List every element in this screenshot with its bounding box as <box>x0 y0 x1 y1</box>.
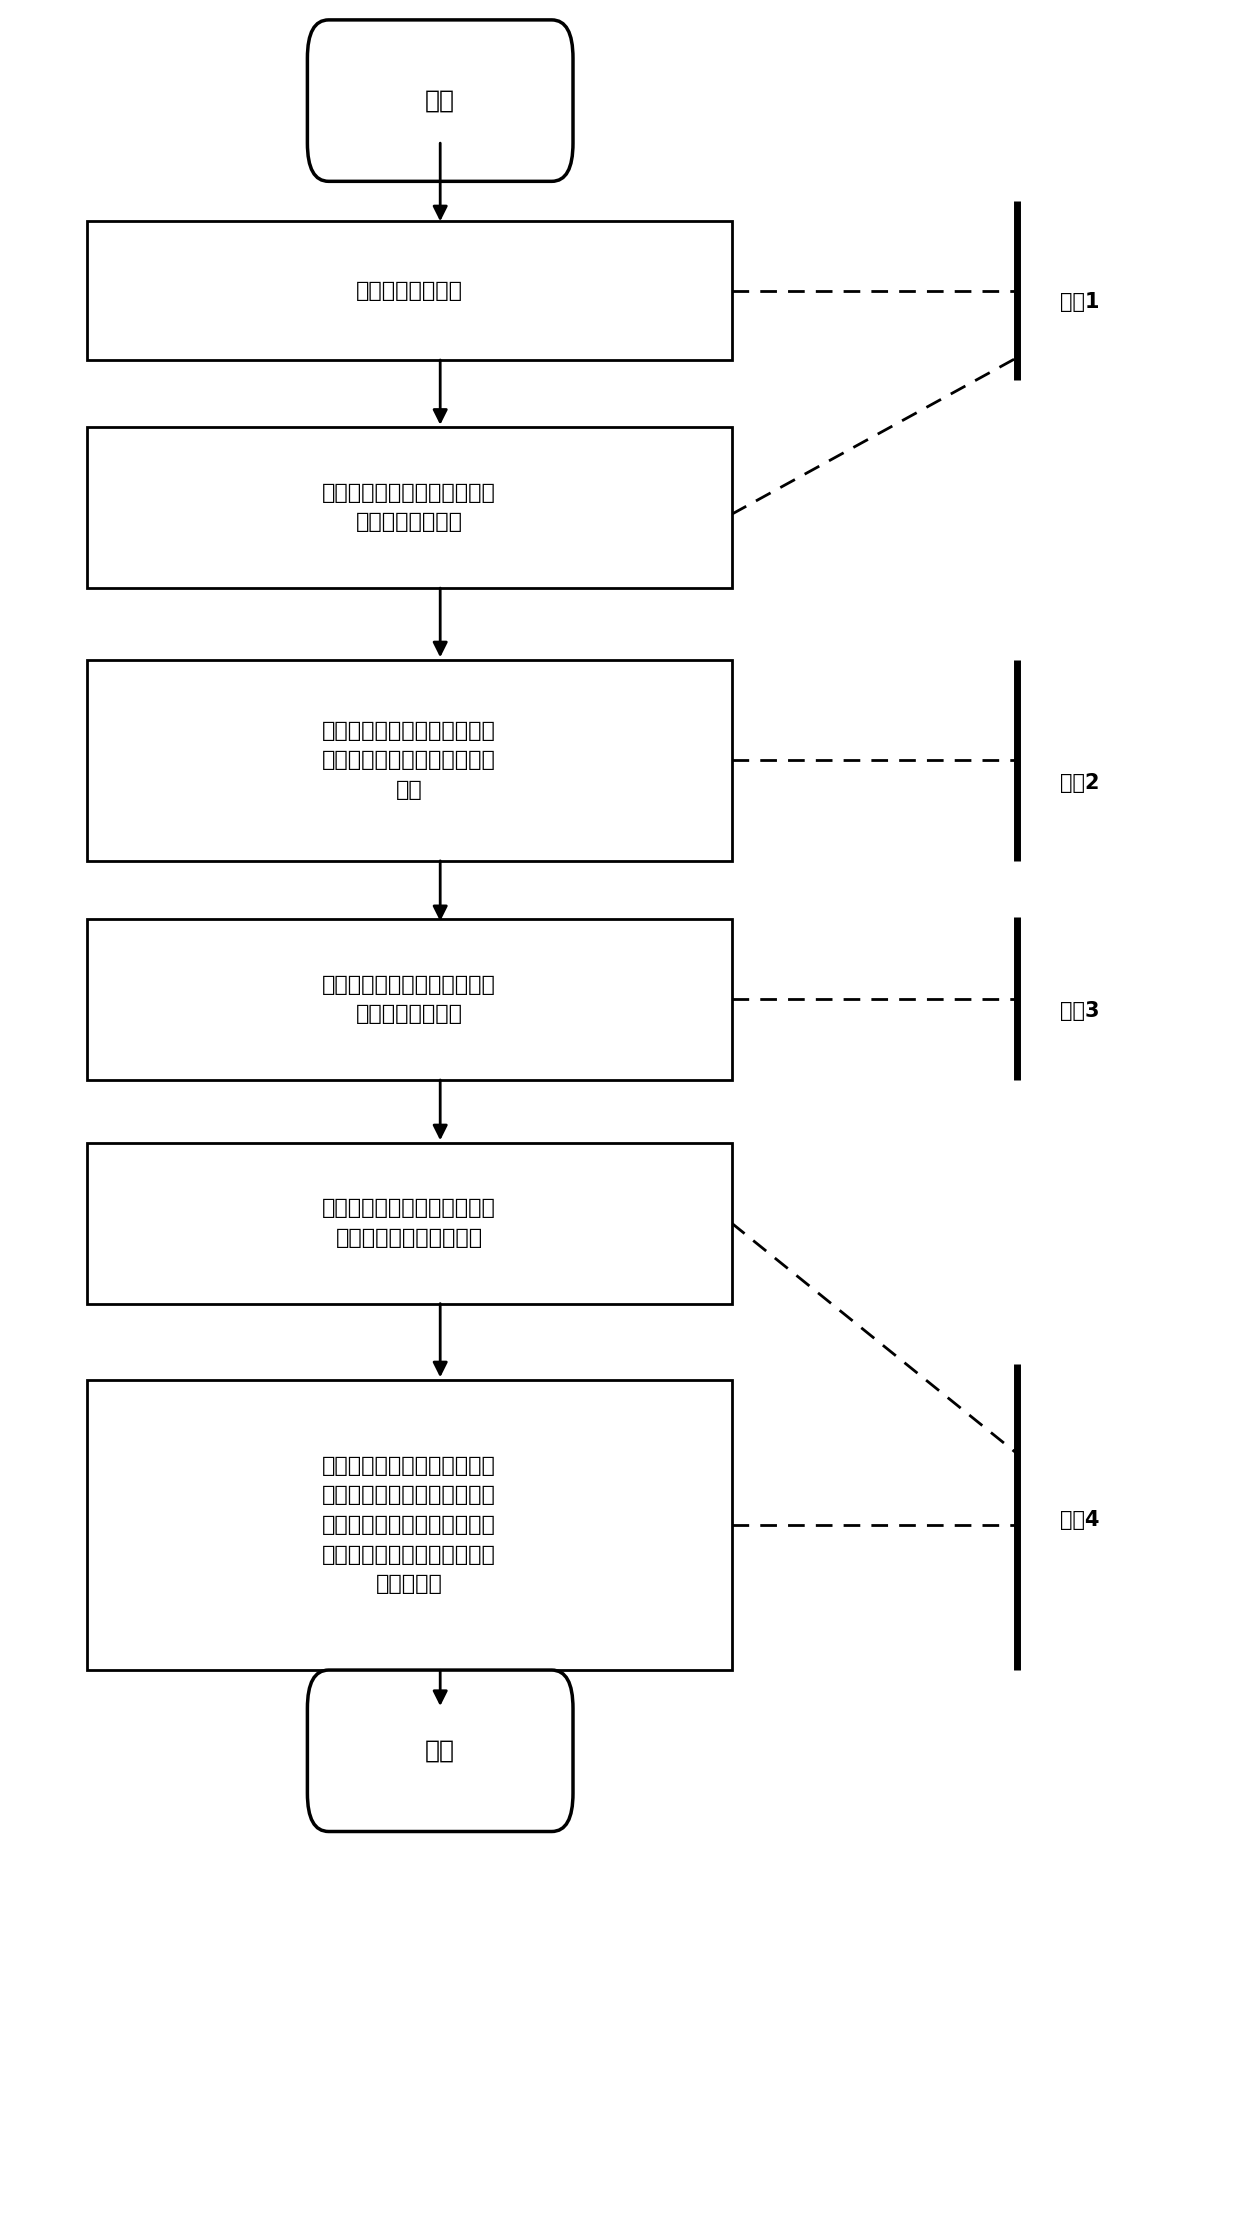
Text: 协控主站获取直流逆变站母线
电压及所有储能和调相机运行
信息: 协控主站获取直流逆变站母线 电压及所有储能和调相机运行 信息 <box>322 720 496 800</box>
Text: 步骤4: 步骤4 <box>1060 1512 1100 1529</box>
Text: 储能控制执行站向储能系统发
送修改无功功率的控制指令，
调相机控制执行站向调相机发
送修改励磁参考电压指令及持
续时间指令: 储能控制执行站向储能系统发 送修改无功功率的控制指令， 调相机控制执行站向调相机… <box>322 1456 496 1594</box>
Text: 步骤1: 步骤1 <box>1060 293 1100 311</box>
Text: 步骤3: 步骤3 <box>1060 1002 1100 1020</box>
Text: 协控主站从控制策略表匹配合
适的紧急控制措施: 协控主站从控制策略表匹配合 适的紧急控制措施 <box>322 975 496 1024</box>
Bar <box>87 1143 732 1304</box>
Text: 直流发生换相失败: 直流发生换相失败 <box>356 282 463 300</box>
Bar <box>87 660 732 861</box>
Bar <box>87 221 732 360</box>
FancyBboxPatch shape <box>308 1670 573 1831</box>
Text: 协控主站紧急控制措施发送至
储能及调相机控制执行站: 协控主站紧急控制措施发送至 储能及调相机控制执行站 <box>322 1198 496 1248</box>
Bar <box>87 427 732 588</box>
Text: 直流控制执行站将换相失败信
息发送至协控主站: 直流控制执行站将换相失败信 息发送至协控主站 <box>322 483 496 532</box>
FancyBboxPatch shape <box>308 20 573 181</box>
Bar <box>87 1380 732 1670</box>
Text: 开始: 开始 <box>425 89 455 112</box>
Text: 步骤2: 步骤2 <box>1060 774 1100 792</box>
Bar <box>87 919 732 1080</box>
Text: 结束: 结束 <box>425 1740 455 1762</box>
